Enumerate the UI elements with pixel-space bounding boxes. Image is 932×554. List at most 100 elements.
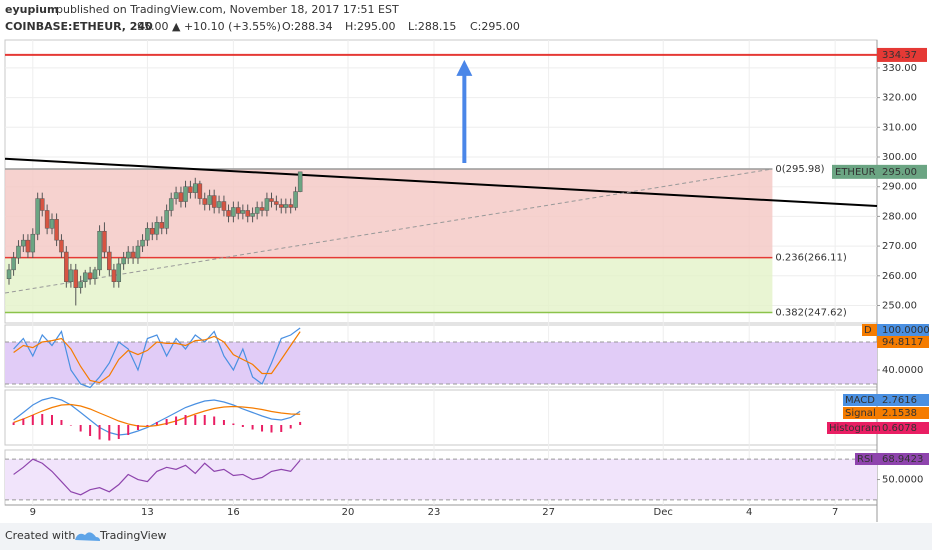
candle-body bbox=[87, 272, 93, 280]
histogram-bar bbox=[50, 415, 53, 425]
candle-body bbox=[269, 198, 274, 202]
candle-body bbox=[73, 269, 79, 288]
arrow-head bbox=[456, 59, 473, 76]
series-line bbox=[13, 458, 301, 496]
y-tick-label: 270.00 bbox=[882, 241, 917, 252]
y-tick-label: 250.00 bbox=[882, 300, 917, 311]
histogram-bar bbox=[289, 425, 292, 429]
histogram-bar bbox=[175, 416, 178, 425]
trendline bbox=[4, 168, 773, 294]
histogram-bar bbox=[222, 420, 225, 425]
value-box bbox=[877, 422, 929, 434]
series-name: MACD bbox=[845, 395, 875, 406]
series-name: Histogram bbox=[829, 423, 881, 434]
fib-label: 0.382(247.62) bbox=[775, 308, 847, 319]
price-label: 334.37 bbox=[882, 50, 917, 61]
candle-body bbox=[202, 198, 207, 205]
candle-body bbox=[178, 192, 184, 202]
candle-body bbox=[107, 251, 112, 271]
candle-body bbox=[145, 228, 150, 241]
histogram-bar bbox=[22, 418, 25, 425]
series-name-box bbox=[843, 407, 877, 419]
x-tick-label: Dec bbox=[654, 507, 673, 518]
candle-body bbox=[111, 269, 117, 282]
x-tick-label: 9 bbox=[30, 507, 36, 518]
histogram-bar bbox=[69, 425, 72, 426]
open: O:288.34 bbox=[282, 20, 333, 33]
candle-body bbox=[197, 183, 203, 199]
candle-body bbox=[288, 204, 293, 208]
histogram-bar bbox=[270, 425, 273, 433]
histogram-bar bbox=[213, 416, 216, 425]
candle-body bbox=[59, 239, 64, 253]
candle-body bbox=[283, 204, 289, 208]
histogram-bar bbox=[232, 423, 235, 425]
y-tick-label: 260.00 bbox=[882, 271, 917, 282]
candle-body bbox=[125, 251, 131, 259]
candle-body bbox=[254, 207, 260, 214]
y-tick-label: 320.00 bbox=[882, 93, 917, 104]
author[interactable]: eyupium bbox=[5, 3, 58, 16]
candle-body bbox=[164, 210, 169, 229]
candle-body bbox=[231, 207, 236, 217]
histogram-bar bbox=[299, 421, 302, 425]
fib-label: 0(295.98) bbox=[775, 164, 824, 175]
candle-body bbox=[68, 269, 74, 282]
candle-body bbox=[92, 269, 98, 280]
histogram-bar bbox=[203, 415, 206, 425]
candle-body bbox=[54, 219, 59, 241]
value-label: 100.0000 bbox=[882, 325, 930, 336]
value-box bbox=[877, 336, 929, 348]
candle-body bbox=[35, 198, 40, 235]
fib-zone bbox=[5, 168, 773, 258]
close: C:295.00 bbox=[470, 20, 520, 33]
histogram-bar bbox=[98, 425, 101, 440]
candle-body bbox=[250, 213, 255, 217]
value-label: 94.8117 bbox=[882, 337, 923, 348]
candle-body bbox=[245, 210, 250, 217]
histogram-bar bbox=[280, 425, 283, 432]
series-name-box bbox=[855, 453, 877, 465]
price-label-box bbox=[877, 47, 927, 62]
published: published on TradingView.com, November 1… bbox=[56, 3, 399, 16]
candle-body bbox=[150, 228, 155, 235]
series-name-box bbox=[827, 422, 877, 434]
series-name-box bbox=[862, 324, 877, 336]
histogram-bar bbox=[136, 425, 139, 430]
candle-body bbox=[44, 210, 50, 229]
band-fill bbox=[5, 342, 877, 384]
candle-body bbox=[159, 222, 164, 229]
brand[interactable]: TradingView bbox=[99, 529, 166, 542]
candle-body bbox=[236, 207, 241, 214]
histogram-bar bbox=[79, 425, 82, 432]
candle-body bbox=[25, 239, 31, 253]
trendline bbox=[4, 157, 878, 207]
candle-body bbox=[183, 186, 188, 202]
y-tick-label: 310.00 bbox=[882, 122, 917, 133]
candle-body bbox=[188, 186, 193, 193]
value-label: 68.9423 bbox=[882, 454, 923, 465]
fib-zone bbox=[5, 257, 773, 313]
candle-body bbox=[78, 281, 83, 288]
candle-body bbox=[40, 198, 45, 211]
value-box bbox=[877, 394, 929, 406]
footer-bar bbox=[0, 523, 932, 550]
last-price: 295.00 bbox=[130, 20, 169, 33]
y-tick-label: 290.00 bbox=[882, 182, 917, 193]
value-label: 2.7616 bbox=[882, 395, 917, 406]
y-tick-label: 280.00 bbox=[882, 211, 917, 222]
symbol: COINBASE:ETHEUR, 240 bbox=[5, 20, 153, 33]
candle-body bbox=[240, 210, 246, 214]
candle-body bbox=[259, 207, 265, 211]
x-tick-label: 23 bbox=[428, 507, 441, 518]
x-tick-label: 13 bbox=[141, 507, 154, 518]
candle-body bbox=[30, 233, 36, 253]
value-label: 0.6078 bbox=[882, 423, 917, 434]
candle-body bbox=[297, 171, 303, 192]
candle-body bbox=[211, 195, 217, 208]
fib-label: 0.236(266.11) bbox=[775, 253, 847, 264]
candle-body bbox=[6, 269, 12, 280]
candle-body bbox=[82, 272, 88, 282]
candle-body bbox=[140, 239, 145, 247]
